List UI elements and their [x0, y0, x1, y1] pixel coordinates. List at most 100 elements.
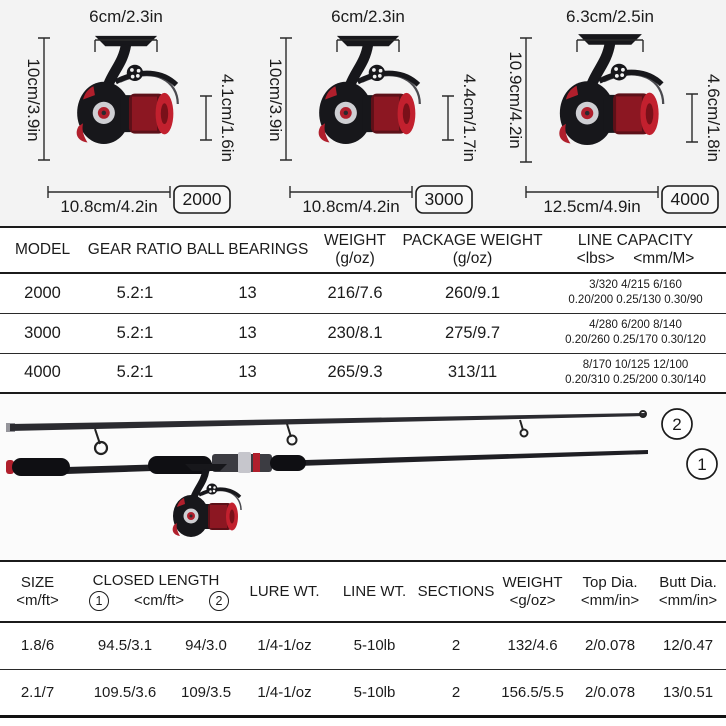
- col-header-ball-bearings: BALL BEARINGS: [185, 227, 310, 273]
- cell-size: 2.1/7: [20, 683, 55, 701]
- col-header-weight: WEIGHT (g/oz): [310, 227, 400, 273]
- line-capacity-lbs: 4/280 6/200 8/140: [589, 319, 682, 332]
- spinning-reel-illustration: [77, 36, 178, 144]
- line-capacity-mm: 0.20/310 0.25/200 0.30/140: [565, 373, 706, 386]
- cell-line-capacity: 4/280 6/200 8/140 0.20/260 0.25/170 0.30…: [545, 313, 726, 353]
- cell-sections: 2: [451, 683, 461, 701]
- col-header-line-capacity-lbs-unit: <lbs>: [576, 250, 615, 267]
- col-header-line-wt-label: LINE WT.: [342, 582, 407, 600]
- dim-top-label: 6cm/2.3in: [89, 7, 163, 26]
- cell-gear-ratio: 5.2:1: [116, 363, 154, 382]
- callout-1-label: 1: [697, 455, 706, 474]
- reel-seat-red-ring: [253, 453, 260, 472]
- dim-line-right: [442, 95, 454, 141]
- col-header-weight-unit: <g/oz>: [509, 591, 556, 609]
- dim-left-label: 10.9cm/4.2in: [506, 51, 525, 148]
- spinning-reel-illustration: [319, 36, 420, 144]
- cell-package-weight: 275/9.7: [444, 323, 501, 342]
- cell-closed-length-2: 109/3.5: [180, 683, 232, 701]
- dim-line-top: [94, 39, 158, 52]
- line-capacity-lbs: 3/320 4/215 6/160: [589, 279, 682, 292]
- cell-lure-wt: 1/4-1/oz: [257, 683, 312, 701]
- cell-butt-dia: 13/0.51: [662, 683, 714, 701]
- cell-weight: 132/4.6: [507, 637, 558, 655]
- rod-spec-table: SIZE <m/ft> CLOSED LENGTH 1 <cm/ft> 2 LU…: [0, 560, 726, 718]
- cell-weight: 230/8.1: [327, 323, 383, 342]
- dim-right-label: 4.4cm/1.7in: [460, 74, 479, 162]
- dim-line-top: [576, 39, 644, 52]
- col-header-gear-ratio-label: GEAR RATIO: [87, 241, 183, 259]
- col-header-lure-wt-label: LURE WT.: [249, 582, 320, 600]
- dim-line-bottom: [289, 186, 413, 198]
- line-capacity-mm: 0.20/260 0.25/170 0.30/120: [565, 334, 706, 346]
- col-header-size: SIZE <m/ft>: [0, 561, 75, 622]
- reel-figure-2000: 6cm/2.3in 10cm/3.9in 4.1cm/1.6in 10.8cm/…: [0, 0, 242, 226]
- dim-line-top: [336, 39, 400, 52]
- dim-top-label: 6.3cm/2.5in: [566, 7, 654, 26]
- rod-guide-ring: [93, 440, 109, 456]
- col-header-butt-dia: Butt Dia. <mm/in>: [650, 561, 726, 622]
- col-header-package-weight-unit: (g/oz): [452, 250, 493, 267]
- cell-closed-length-1: 94.5/3.1: [97, 637, 153, 655]
- cell-line-wt: 5-10lb: [353, 637, 396, 655]
- model-badge: [661, 185, 719, 214]
- model-badge-label: 2000: [183, 189, 222, 209]
- col-header-top-dia: Top Dia. <mm/in>: [570, 561, 650, 622]
- callout-2-label: 2: [672, 415, 681, 434]
- cell-closed-length-1: 109.5/3.6: [93, 683, 157, 701]
- cell-top-dia: 2/0.078: [584, 683, 636, 701]
- col-header-line-capacity: LINE CAPACITY <lbs> <mm/M>: [545, 227, 726, 273]
- col-header-line-capacity-label: LINE CAPACITY: [577, 232, 694, 250]
- table-row: 2000 5.2:1 13 216/7.6 260/9.1 3/320 4/21…: [0, 273, 726, 313]
- rod-rear-grip: [12, 458, 70, 476]
- col-header-butt-dia-label: Butt Dia.: [659, 573, 717, 591]
- col-header-closed-length: CLOSED LENGTH 1 <cm/ft> 2: [75, 561, 237, 622]
- rod-butt-cap: [6, 460, 14, 474]
- model-badge: [415, 185, 473, 214]
- cell-model: 3000: [24, 323, 61, 342]
- model-badge: [173, 185, 231, 214]
- callout-1-circle: [686, 448, 718, 480]
- col-header-weight: WEIGHT <g/oz>: [495, 561, 570, 622]
- rod-tip-section: [10, 413, 645, 431]
- table-row: 3000 5.2:1 13 230/8.1 275/9.7 4/280 6/20…: [0, 313, 726, 353]
- cell-top-dia: 2/0.078: [584, 637, 636, 655]
- col-header-size-label: SIZE: [20, 573, 55, 591]
- cell-model: 2000: [24, 283, 61, 302]
- rod-guide-ring: [286, 434, 298, 446]
- col-header-ball-bearings-label: BALL BEARINGS: [186, 241, 309, 259]
- dim-line-left: [280, 37, 292, 161]
- callout-2-circle: [661, 408, 693, 440]
- dim-line-left: [38, 37, 50, 161]
- dim-line-right: [686, 93, 698, 143]
- cell-closed-length-2: 94/3.0: [185, 637, 227, 655]
- model-badge-label: 3000: [425, 189, 464, 209]
- dim-bottom-label: 12.5cm/4.9in: [543, 197, 640, 216]
- col-header-gear-ratio: GEAR RATIO: [85, 227, 185, 273]
- cell-butt-dia: 12/0.47: [662, 637, 714, 655]
- mounted-spinning-reel: [173, 464, 241, 537]
- cell-weight: 156.5/5.5: [501, 683, 564, 701]
- cell-gear-ratio: 5.2:1: [116, 323, 154, 342]
- table-row: 4000 5.2:1 13 265/9.3 313/11 8/170 10/12…: [0, 353, 726, 393]
- circled-1-icon: 1: [89, 591, 109, 611]
- cell-weight: 265/9.3: [327, 363, 383, 382]
- col-header-model-label: MODEL: [14, 241, 71, 259]
- cell-sections: 2: [451, 637, 461, 655]
- line-capacity-lbs: 8/170 10/125 12/100: [582, 358, 689, 371]
- cell-weight: 216/7.6: [327, 283, 383, 302]
- dim-line-left: [520, 37, 532, 163]
- reel-spec-table: MODEL GEAR RATIO BALL BEARINGS WEIGHT (g…: [0, 226, 726, 394]
- rod-combo-figure: 2 1: [0, 394, 726, 560]
- col-header-closed-length-unit: <cm/ft>: [133, 592, 185, 609]
- model-badge-label: 4000: [671, 189, 710, 209]
- dim-line-right: [200, 95, 212, 141]
- col-header-package-weight-label: PACKAGE WEIGHT: [402, 232, 543, 250]
- reel-dimension-figures: 6cm/2.3in 10cm/3.9in 4.1cm/1.6in 10.8cm/…: [0, 0, 726, 226]
- col-header-line-wt: LINE WT.: [332, 561, 417, 622]
- col-header-model: MODEL: [0, 227, 85, 273]
- rod-small-grip: [270, 455, 306, 471]
- col-header-sections: SECTIONS: [417, 561, 495, 622]
- col-header-lure-wt: LURE WT.: [237, 561, 332, 622]
